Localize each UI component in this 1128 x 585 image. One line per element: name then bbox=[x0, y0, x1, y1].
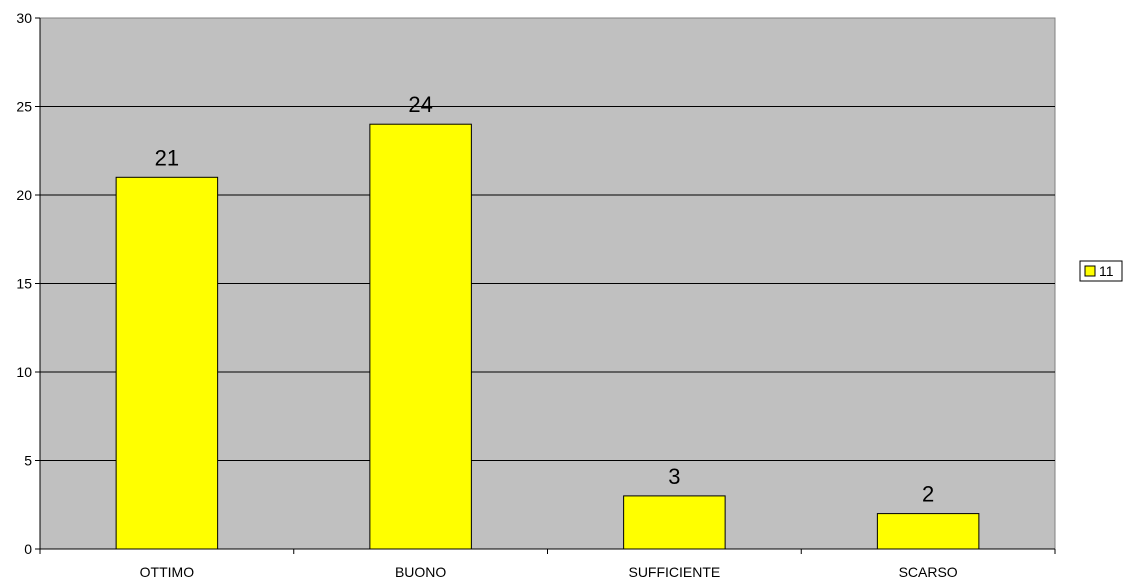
data-label: 3 bbox=[668, 464, 680, 489]
data-labels: 21 24 3 2 bbox=[155, 92, 935, 506]
y-tick-label: 0 bbox=[24, 541, 32, 557]
x-tick-label: SCARSO bbox=[899, 564, 958, 580]
legend-swatch bbox=[1084, 265, 1096, 277]
bar-scarso bbox=[876, 513, 980, 550]
x-tick-label: OTTIMO bbox=[140, 564, 195, 580]
bar-buono bbox=[369, 123, 472, 550]
data-label: 2 bbox=[922, 482, 934, 507]
bar-ottimo bbox=[115, 176, 219, 550]
legend-label: 11 bbox=[1099, 263, 1114, 279]
x-tick-label: BUONO bbox=[395, 564, 446, 580]
bars bbox=[115, 123, 980, 550]
y-tick-label: 15 bbox=[16, 276, 32, 292]
x-tick-label: SUFFICIENTE bbox=[628, 564, 720, 580]
y-tick-label: 25 bbox=[16, 99, 32, 115]
data-label: 21 bbox=[155, 145, 179, 170]
bar-sufficiente bbox=[623, 495, 726, 550]
data-label: 24 bbox=[408, 92, 432, 117]
y-tick-label: 5 bbox=[24, 453, 32, 469]
y-tick-label: 20 bbox=[16, 187, 32, 203]
y-tick-label: 10 bbox=[16, 364, 32, 380]
axes: 0 5 10 15 20 25 30 OTTIMO BUONO SUFFICIENTE SCARSO bbox=[16, 10, 1056, 580]
y-tick-label: 30 bbox=[16, 10, 32, 26]
legend: 11 bbox=[1079, 260, 1123, 282]
